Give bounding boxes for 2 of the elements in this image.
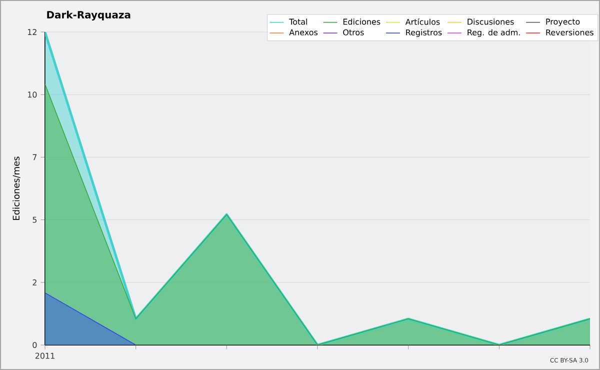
y-axis-title: Ediciones/mes: [12, 156, 20, 220]
chart-title: Dark-Rayquaza: [47, 10, 130, 21]
